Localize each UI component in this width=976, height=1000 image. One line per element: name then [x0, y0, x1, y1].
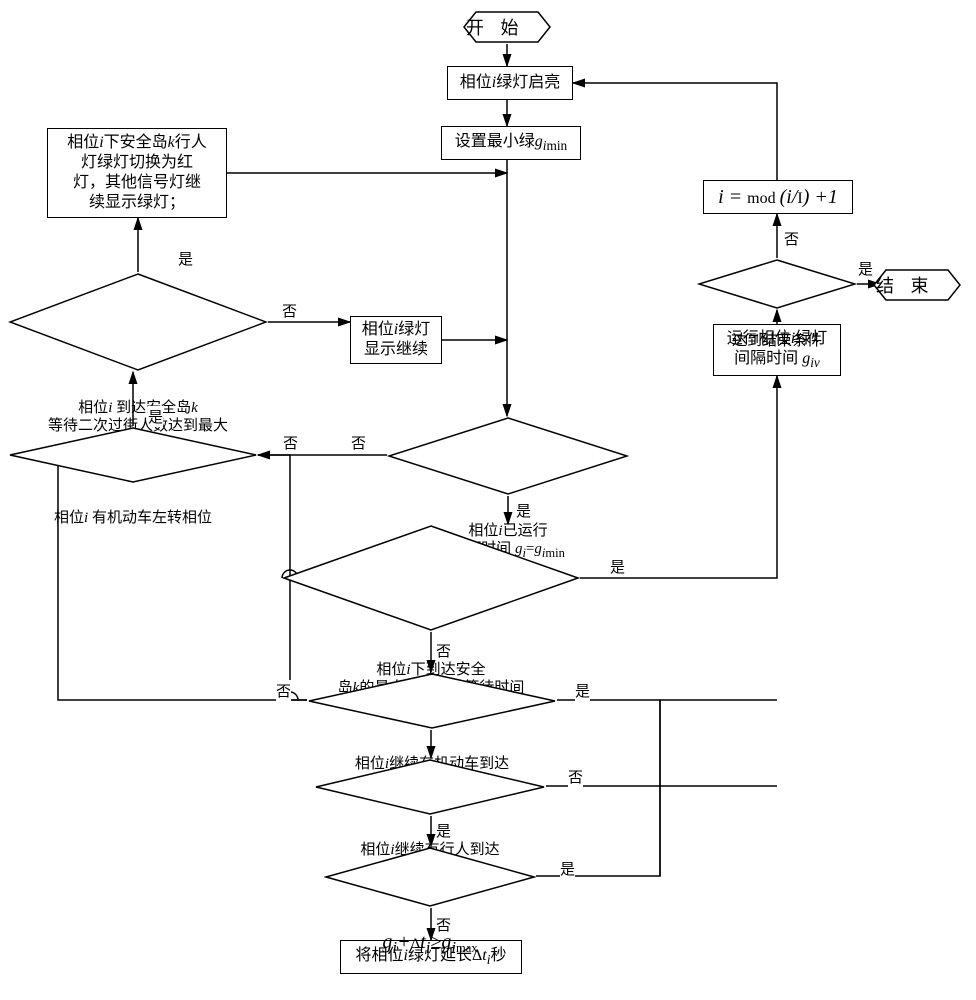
edge-label-6: 是	[516, 500, 531, 521]
end-terminator: 结 束	[862, 268, 972, 302]
edge-label-2: 否	[282, 300, 297, 321]
diamond-gmax: gi+Δti≥gimax	[324, 846, 536, 908]
edge-label-4: 否	[283, 432, 298, 453]
node-set-gmin-label: 设置最小绿gimin	[455, 132, 567, 155]
node-display-cont: 相位i绿灯显示继续	[350, 316, 442, 364]
diamond-twmax: 相位i下到达安全岛k的最大行人平均等待时间tiw>twmax	[282, 524, 580, 632]
edge-label-9: 是	[575, 680, 590, 701]
diamond-left-turn: 相位i 有机动车左转相位	[8, 426, 258, 484]
start-terminator: 开 始	[452, 10, 562, 44]
diamond-vehicle: 相位i继续有机动车到达	[307, 672, 557, 730]
start-label: 开 始	[452, 10, 562, 44]
node-switch-red: 相位i下安全岛k行人灯绿灯切换为红灯，其他信号灯继续显示绿灯；	[47, 128, 227, 218]
edge-label-5: 否	[351, 432, 366, 453]
edge-label-3: 是	[148, 406, 163, 427]
edge-label-1: 是	[178, 248, 193, 269]
end-label: 结 束	[862, 268, 972, 302]
edge-label-10: 否	[276, 680, 291, 701]
diamond-nk: 相位i 到达安全岛k等待二次过街人数达到最大承载人数Nks	[8, 272, 268, 372]
edge-label-12: 是	[436, 820, 451, 841]
node-set-gmin: 设置最小绿gimin	[441, 126, 581, 160]
edge-label-7: 是	[610, 556, 625, 577]
diamond-gmin: 相位i已运行绿灯时间 gi=gimin	[387, 416, 629, 496]
node-green-on-label: 相位i绿灯启亮	[460, 73, 560, 93]
diamond-gmax-label: gi+Δti≥gimax	[382, 930, 477, 958]
edge-label-13: 是	[560, 858, 575, 879]
diamond-left-turn-label: 相位i 有机动车左转相位	[54, 509, 212, 527]
node-formula: i = mod (i/I) +1	[703, 180, 853, 214]
diamond-end-cond: 达到结束条件	[697, 258, 857, 310]
edge-label-15: 否	[784, 228, 799, 249]
diamond-end-cond-label: 达到结束条件	[732, 332, 822, 350]
edge-label-14: 否	[436, 914, 451, 935]
node-display-cont-label: 相位i绿灯显示继续	[362, 320, 430, 360]
diamond-pedestrian: 相位i继续有行人到达	[314, 758, 546, 816]
edge-label-8: 否	[436, 640, 451, 661]
node-formula-label: i = mod (i/I) +1	[718, 185, 838, 210]
edge-label-11: 否	[568, 766, 583, 787]
node-switch-red-label: 相位i下安全岛k行人灯绿灯切换为红灯，其他信号灯继续显示绿灯；	[67, 133, 207, 213]
node-green-on: 相位i绿灯启亮	[447, 66, 573, 100]
